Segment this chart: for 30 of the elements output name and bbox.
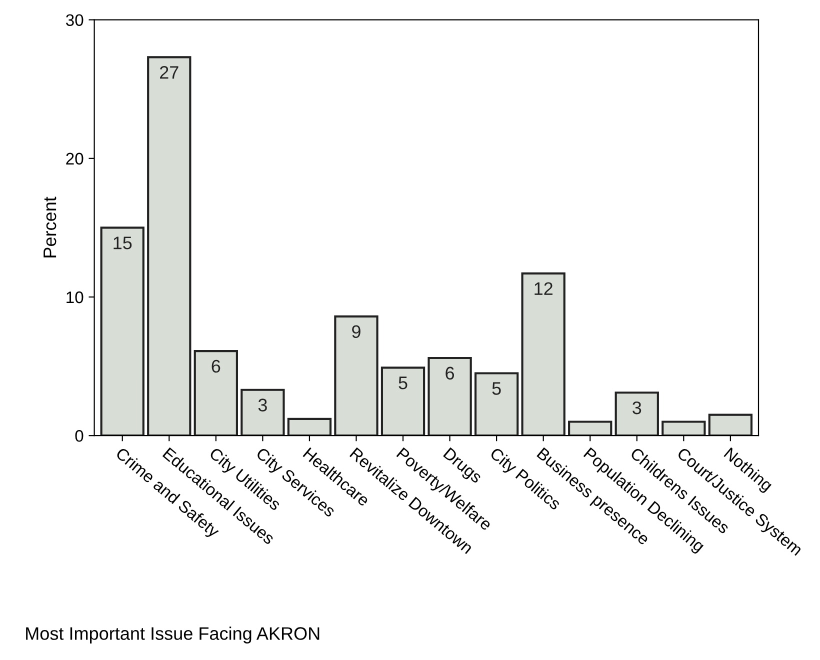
bar	[428, 356, 472, 436]
data-label: 6	[212, 360, 220, 373]
bar	[240, 388, 285, 436]
y-tick-label: 0	[75, 430, 84, 442]
data-label: 15	[114, 236, 132, 250]
bar	[474, 372, 519, 436]
data-label: 6	[446, 366, 454, 380]
y-axis-title: Percent	[44, 196, 56, 258]
bar	[568, 420, 612, 436]
data-label: 5	[492, 382, 501, 395]
bar	[100, 226, 144, 436]
bar	[662, 420, 706, 436]
bar	[194, 350, 238, 436]
data-label: 5	[398, 376, 408, 390]
bar	[521, 272, 566, 436]
x-axis-title: Most Important Issue Facing AKRON	[26, 626, 320, 644]
bar	[708, 414, 753, 436]
bar	[334, 315, 378, 436]
data-label: 9	[352, 325, 360, 338]
y-tick-label: 30	[66, 14, 84, 26]
data-label: 3	[258, 398, 267, 412]
bar	[147, 56, 192, 436]
y-tick-label: 20	[66, 152, 84, 165]
bar	[380, 366, 426, 436]
data-label: 3	[632, 401, 642, 414]
bar	[614, 392, 659, 436]
data-label: 27	[160, 66, 178, 79]
y-tick-label: 10	[66, 291, 84, 304]
data-label: 12	[534, 282, 552, 295]
bar	[287, 418, 332, 436]
